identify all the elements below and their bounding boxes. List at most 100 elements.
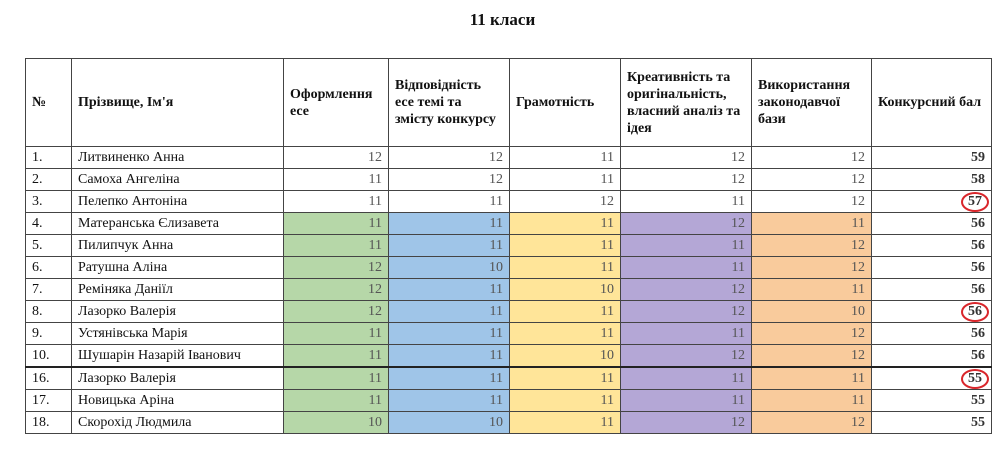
score-legislation: 12: [751, 168, 872, 191]
table-body: 1. Литвиненко Анна 12 12 11 12 12 59 2. Самоха Ан…: [25, 146, 992, 434]
score-literacy: 11: [509, 411, 621, 434]
table-row: 6. Ратушна Аліна 12 10 11 11 12 56: [25, 256, 992, 279]
table-row: 9. Устянівська Марія 11 11 11 11 12 56: [25, 322, 992, 345]
score-relevance: 11: [388, 278, 510, 301]
score-legislation: 12: [751, 234, 872, 257]
score-legislation: 11: [751, 366, 872, 390]
results-table: № Прізвище, Ім'я Оформлення есе Відповід…: [25, 58, 992, 434]
score-literacy: 11: [509, 146, 621, 169]
circled-total: 57: [961, 192, 989, 212]
table-row: 18. Скорохід Людмила 10 10 11 12 12 55: [25, 411, 992, 434]
score-design: 11: [283, 344, 389, 368]
score-creativity: 11: [620, 322, 752, 345]
score-literacy: 10: [509, 278, 621, 301]
score-creativity: 11: [620, 389, 752, 412]
score-creativity: 11: [620, 234, 752, 257]
row-number: 3.: [25, 190, 72, 213]
score-creativity: 11: [620, 190, 752, 213]
score-literacy: 10: [509, 344, 621, 368]
header-num: №: [25, 58, 72, 147]
score-relevance: 12: [388, 168, 510, 191]
score-relevance: 11: [388, 366, 510, 390]
score-relevance: 11: [388, 300, 510, 323]
row-number: 9.: [25, 322, 72, 345]
score-legislation: 11: [751, 278, 872, 301]
table-row: 17. Новицька Аріна 11 11 11 11 11 55: [25, 389, 992, 412]
row-number: 2.: [25, 168, 72, 191]
table-row: 1. Литвиненко Анна 12 12 11 12 12 59: [25, 146, 992, 169]
table-row: 16. Лазорко Валерія 11 11 11 11 11 55: [25, 366, 992, 390]
participant-name: Реміняка Даніїл: [71, 278, 284, 301]
row-number: 16.: [25, 366, 72, 390]
participant-name: Пилипчук Анна: [71, 234, 284, 257]
total-score: 56: [871, 300, 992, 323]
total-score: 55: [871, 389, 992, 412]
total-score: 56: [871, 278, 992, 301]
total-score: 56: [871, 256, 992, 279]
score-literacy: 11: [509, 389, 621, 412]
row-number: 8.: [25, 300, 72, 323]
score-legislation: 10: [751, 300, 872, 323]
participant-name: Новицька Аріна: [71, 389, 284, 412]
score-creativity: 12: [620, 300, 752, 323]
score-literacy: 11: [509, 234, 621, 257]
row-number: 17.: [25, 389, 72, 412]
page-title: 11 класи: [469, 10, 536, 29]
total-score: 55: [871, 366, 992, 390]
score-design: 11: [283, 168, 389, 191]
score-legislation: 12: [751, 344, 872, 368]
table-row: 5. Пилипчук Анна 11 11 11 11 12 56: [25, 234, 992, 257]
score-relevance: 11: [388, 212, 510, 235]
row-number: 6.: [25, 256, 72, 279]
score-design: 11: [283, 389, 389, 412]
score-creativity: 12: [620, 411, 752, 434]
score-legislation: 12: [751, 146, 872, 169]
score-relevance: 12: [388, 146, 510, 169]
score-design: 11: [283, 190, 389, 213]
score-literacy: 11: [509, 366, 621, 390]
table-row: 4. Матеранська Єлизавета 11 11 11 12 11 56: [25, 212, 992, 235]
score-relevance: 11: [388, 190, 510, 213]
row-number: 1.: [25, 146, 72, 169]
score-legislation: 12: [751, 322, 872, 345]
score-literacy: 11: [509, 322, 621, 345]
header-design: Оформлення есе: [283, 58, 389, 147]
score-literacy: 11: [509, 300, 621, 323]
total-score: 56: [871, 234, 992, 257]
total-score: 55: [871, 411, 992, 434]
score-creativity: 11: [620, 256, 752, 279]
score-design: 11: [283, 212, 389, 235]
row-number: 18.: [25, 411, 72, 434]
score-design: 12: [283, 300, 389, 323]
table-row: 7. Реміняка Даніїл 12 11 10 12 11 56: [25, 278, 992, 301]
circled-total: 56: [961, 302, 989, 322]
header-legislation: Використання законодавчої бази: [751, 58, 872, 147]
score-literacy: 11: [509, 256, 621, 279]
score-design: 12: [283, 256, 389, 279]
score-creativity: 12: [620, 344, 752, 368]
row-number: 5.: [25, 234, 72, 257]
participant-name: Литвиненко Анна: [71, 146, 284, 169]
participant-name: Ратушна Аліна: [71, 256, 284, 279]
participant-name: Скорохід Людмила: [71, 411, 284, 434]
header-relevance: Відповідність есе темі та змісту конкурс…: [388, 58, 510, 147]
participant-name: Устянівська Марія: [71, 322, 284, 345]
score-design: 11: [283, 234, 389, 257]
score-literacy: 11: [509, 212, 621, 235]
score-relevance: 10: [388, 256, 510, 279]
score-relevance: 11: [388, 234, 510, 257]
score-legislation: 12: [751, 256, 872, 279]
table-row: 8. Лазорко Валерія 12 11 11 12 10 56: [25, 300, 992, 323]
score-relevance: 11: [388, 322, 510, 345]
row-number: 4.: [25, 212, 72, 235]
score-creativity: 11: [620, 366, 752, 390]
participant-name: Самоха Ангеліна: [71, 168, 284, 191]
score-legislation: 11: [751, 389, 872, 412]
score-design: 12: [283, 146, 389, 169]
header-name: Прізвище, Ім'я: [71, 58, 284, 147]
row-number: 10.: [25, 344, 72, 368]
participant-name: Матеранська Єлизавета: [71, 212, 284, 235]
total-score: 56: [871, 322, 992, 345]
total-score: 57: [871, 190, 992, 213]
row-number: 7.: [25, 278, 72, 301]
